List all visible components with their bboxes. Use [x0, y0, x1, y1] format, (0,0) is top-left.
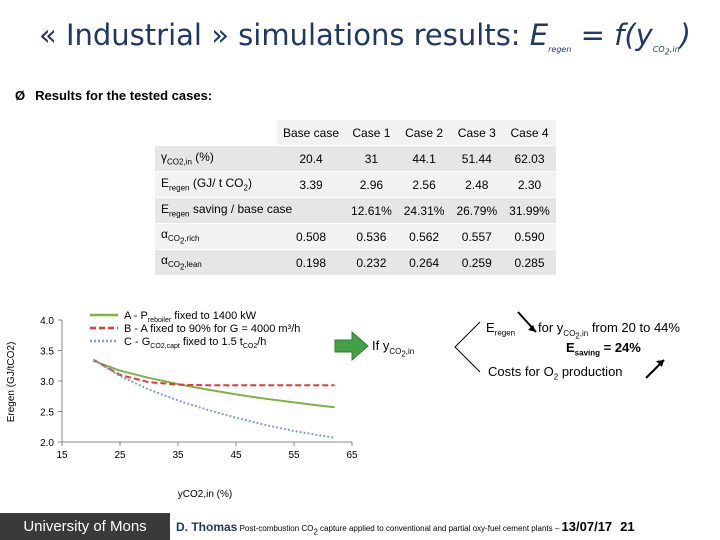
- row-label: αCO2,rich: [155, 223, 277, 250]
- column-header: Case 2: [397, 120, 451, 146]
- table-row: αCO2,lean 0.198 0.232 0.264 0.259 0.285: [155, 249, 556, 276]
- slide-title: « Industrial » simulations results: Ereg…: [39, 18, 691, 57]
- table-row: γCO2,in (%) 20.4 31 44.1 51.44 62.03: [155, 145, 556, 172]
- table-row: Eregen saving / base case 12.61% 24.31% …: [155, 197, 556, 224]
- range-label: for yCO2,in from 20 to 44%: [538, 320, 680, 341]
- eregen-label: Eregen: [486, 320, 516, 338]
- table-row: Eregen (GJ/ t CO2) 3.39 2.96 2.56 2.48 2…: [155, 171, 556, 198]
- series-lines: [92, 358, 335, 439]
- y-tick-label: 2.0: [40, 438, 54, 449]
- y-axis-label: Eregen (GJ/tCO2): [6, 342, 17, 423]
- costs-label: Costs for O2 production: [488, 364, 623, 382]
- bullet-point: Ø Results for the tested cases:: [15, 88, 213, 103]
- bullet-arrow-icon: Ø: [15, 88, 26, 103]
- line-chart: 2.0 2.5 3.0 3.5 4.0 15 25 35 45 55 65 Eregen (GJ/…: [6, 310, 358, 500]
- series-line-c: [92, 358, 335, 439]
- x-tick-label: 35: [172, 450, 184, 461]
- x-tick-label: 25: [114, 450, 126, 461]
- y-tick-label: 4.0: [40, 316, 54, 327]
- y-tick-label: 2.5: [40, 408, 54, 419]
- x-tick-label: 65: [346, 450, 358, 461]
- legend: A - Preboiler fixed to 1400 kW B - A fix…: [90, 310, 300, 350]
- column-header: Case 4: [503, 120, 556, 146]
- x-axis-label: yCO2,in (%): [178, 489, 232, 500]
- legend-entry-b: B - A fixed to 90% for G = 4000 m³/h: [124, 323, 300, 335]
- legend-entry-c: C - GCO2,capt fixed to 1.5 tCO2/h: [124, 336, 266, 350]
- column-header: Case 3: [450, 120, 504, 146]
- series-line-a: [92, 359, 335, 409]
- x-ticks: 15 25 35 45 55 65: [56, 442, 358, 461]
- y-tick-label: 3.5: [40, 347, 54, 358]
- column-header: Case 1: [345, 120, 398, 146]
- university-name: University of Mons: [0, 513, 170, 540]
- row-label: Eregen (GJ/ t CO2): [155, 171, 277, 198]
- results-table: Base case Case 1 Case 2 Case 3 Case 4 γC…: [155, 120, 556, 276]
- page-number: 21: [620, 519, 635, 534]
- row-label: Eregen saving / base case: [155, 197, 346, 224]
- esaving-label: Esaving = 24%: [566, 340, 641, 358]
- footer: University of Mons D. Thomas Post-combus…: [0, 513, 720, 540]
- row-label: γCO2,in (%): [155, 145, 277, 172]
- row-label: αCO2,lean: [155, 249, 277, 276]
- x-tick-label: 45: [230, 450, 242, 461]
- table-header-row: Base case Case 1 Case 2 Case 3 Case 4: [155, 120, 556, 146]
- y-ticks: 2.0 2.5 3.0 3.5 4.0: [40, 316, 62, 449]
- footer-text: D. Thomas Post-combustion CO2 capture ap…: [176, 519, 635, 537]
- series-line-b: [92, 358, 335, 387]
- x-tick-label: 15: [56, 450, 68, 461]
- right-arrow-icon: [334, 330, 369, 362]
- legend-entry-a: A - Preboiler fixed to 1400 kW: [124, 310, 257, 324]
- column-header: Base case: [277, 120, 346, 146]
- table-row: αCO2,rich 0.508 0.536 0.562 0.557 0.590: [155, 223, 556, 250]
- bracket-icon: [454, 321, 481, 373]
- if-condition-label: If yCO2,in: [372, 338, 415, 359]
- x-tick-label: 55: [288, 450, 300, 461]
- y-tick-label: 3.0: [40, 377, 54, 388]
